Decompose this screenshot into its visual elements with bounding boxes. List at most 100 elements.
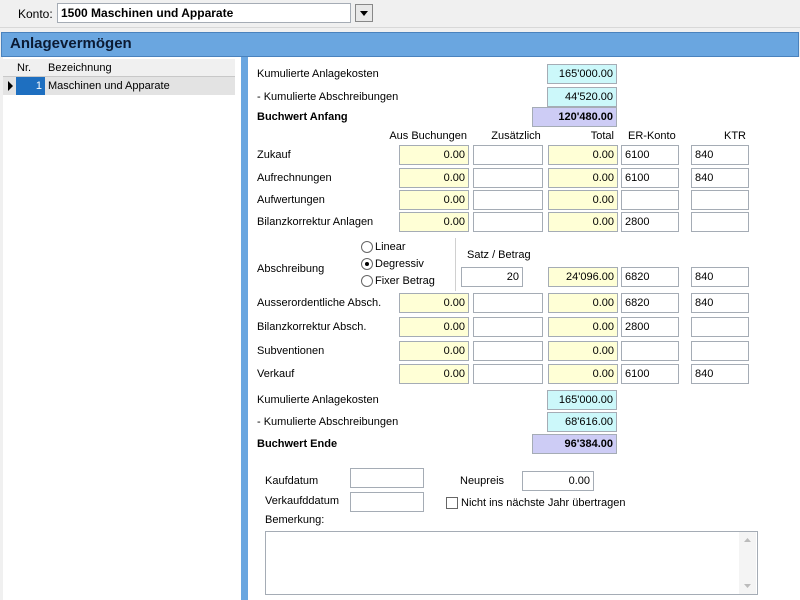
amount-field[interactable]: [691, 341, 749, 361]
book-value[interactable]: 96'384.00: [532, 434, 617, 454]
radio-dot: [365, 262, 369, 266]
purchase-date-label: Kaufdatum: [265, 475, 319, 487]
row-label: Aufwertungen: [257, 194, 325, 206]
amount-field[interactable]: 0.00: [399, 317, 469, 337]
new-price-label: Neupreis: [460, 475, 505, 487]
grid-row[interactable]: [3, 77, 235, 95]
new-price-field[interactable]: 0.00: [522, 471, 594, 491]
amount-field[interactable]: 0.00: [548, 341, 618, 361]
amount-field[interactable]: [691, 190, 749, 210]
summary-label: - Kumulierte Abschreibungen: [257, 416, 399, 428]
amount-field[interactable]: 0.00: [548, 293, 618, 313]
row-label: Ausserordentliche Absch.: [257, 297, 382, 309]
konto-label: Konto:: [18, 7, 53, 21]
grid-column-header: Bezeichnung: [48, 62, 112, 74]
konto-combo[interactable]: 1500 Maschinen und Apparate: [57, 3, 351, 23]
er-konto-field[interactable]: 6820: [621, 267, 679, 287]
rate-label: Satz / Betrag: [467, 249, 531, 261]
row-label: Bilanzkorrektur Absch.: [257, 321, 367, 333]
grid-cell: 1: [35, 80, 42, 92]
header-band: [1, 32, 799, 57]
amount-field[interactable]: [621, 190, 679, 210]
amount-field[interactable]: [473, 190, 543, 210]
book-value-label: Buchwert Ende: [257, 438, 338, 450]
column-header: KTR: [724, 130, 746, 142]
amount-field[interactable]: 0.00: [548, 364, 618, 384]
summary-label: - Kumulierte Abschreibungen: [257, 91, 399, 103]
summary-value[interactable]: 165'000.00: [547, 390, 617, 410]
depreciation-total[interactable]: 24'096.00: [548, 267, 618, 287]
row-label: Aufrechnungen: [257, 172, 332, 184]
amount-field[interactable]: 0.00: [548, 190, 618, 210]
amount-field[interactable]: 6100: [621, 168, 679, 188]
ktr-field[interactable]: 840: [691, 267, 749, 287]
radio-label: Fixer Betrag: [375, 275, 435, 287]
radio[interactable]: [361, 275, 373, 287]
amount-field[interactable]: 0.00: [399, 190, 469, 210]
column-header: Zusätzlich: [491, 130, 541, 142]
amount-field[interactable]: 840: [691, 364, 749, 384]
splitter: [241, 57, 248, 600]
summary-value[interactable]: 165'000.00: [547, 64, 617, 84]
row-pointer: [8, 81, 13, 91]
amount-field[interactable]: [473, 317, 543, 337]
sale-date-field[interactable]: [350, 492, 424, 512]
amount-field[interactable]: 0.00: [399, 168, 469, 188]
amount-field[interactable]: [473, 168, 543, 188]
dropdown-button[interactable]: [355, 4, 373, 22]
amount-field[interactable]: 0.00: [399, 341, 469, 361]
amount-field[interactable]: 840: [691, 168, 749, 188]
summary-value[interactable]: 44'520.00: [547, 87, 617, 107]
checkbox[interactable]: [446, 497, 458, 509]
grid-cell: Maschinen und Apparate: [48, 80, 170, 92]
amount-field[interactable]: 0.00: [399, 293, 469, 313]
header-title: Anlagevermögen: [10, 35, 132, 52]
remark-scrollbar[interactable]: [739, 532, 756, 594]
summary-label: Kumulierte Anlagekosten: [257, 394, 379, 406]
amount-field[interactable]: 0.00: [399, 364, 469, 384]
amount-field[interactable]: 0.00: [399, 145, 469, 165]
amount-field[interactable]: 2800: [621, 317, 679, 337]
selected-cell: [16, 77, 45, 95]
rate-field[interactable]: 20: [461, 267, 523, 287]
column-header: Total: [590, 130, 614, 142]
amount-field[interactable]: [621, 341, 679, 361]
amount-field[interactable]: [473, 341, 543, 361]
purchase-date-field[interactable]: [350, 468, 424, 488]
amount-field[interactable]: 0.00: [548, 145, 618, 165]
amount-field[interactable]: 6100: [621, 364, 679, 384]
row-label: Zukauf: [257, 149, 291, 161]
amount-field[interactable]: 840: [691, 145, 749, 165]
amount-field[interactable]: [473, 364, 543, 384]
summary-value[interactable]: 68'616.00: [547, 412, 617, 432]
amount-field[interactable]: 0.00: [399, 212, 469, 232]
amount-field[interactable]: 0.00: [548, 168, 618, 188]
amount-field[interactable]: 6820: [621, 293, 679, 313]
amount-field[interactable]: 6100: [621, 145, 679, 165]
radio-label: Linear: [375, 241, 406, 253]
amount-field[interactable]: [691, 317, 749, 337]
book-value[interactable]: 120'480.00: [532, 107, 617, 127]
amount-field[interactable]: [473, 212, 543, 232]
amount-field[interactable]: [691, 212, 749, 232]
amount-field[interactable]: [473, 145, 543, 165]
grid-column-header: Nr.: [17, 62, 32, 74]
method-group: [357, 238, 456, 291]
amount-field[interactable]: 0.00: [548, 212, 618, 232]
amount-field[interactable]: 2800: [621, 212, 679, 232]
row-label: Bilanzkorrektur Anlagen: [257, 216, 374, 228]
left-panel: [3, 57, 241, 600]
row-label: Verkauf: [257, 368, 295, 380]
amount-field[interactable]: 0.00: [548, 317, 618, 337]
row-label: Subventionen: [257, 345, 325, 357]
depreciation-label: Abschreibung: [257, 263, 325, 275]
remark-area[interactable]: [265, 531, 758, 595]
radio-label: Degressiv: [375, 258, 424, 270]
book-value-label: Buchwert Anfang: [257, 111, 348, 123]
radio[interactable]: [361, 241, 373, 253]
dropdown-arrow: [360, 11, 368, 16]
amount-field[interactable]: [473, 293, 543, 313]
amount-field[interactable]: 840: [691, 293, 749, 313]
column-header: Aus Buchungen: [389, 130, 467, 142]
